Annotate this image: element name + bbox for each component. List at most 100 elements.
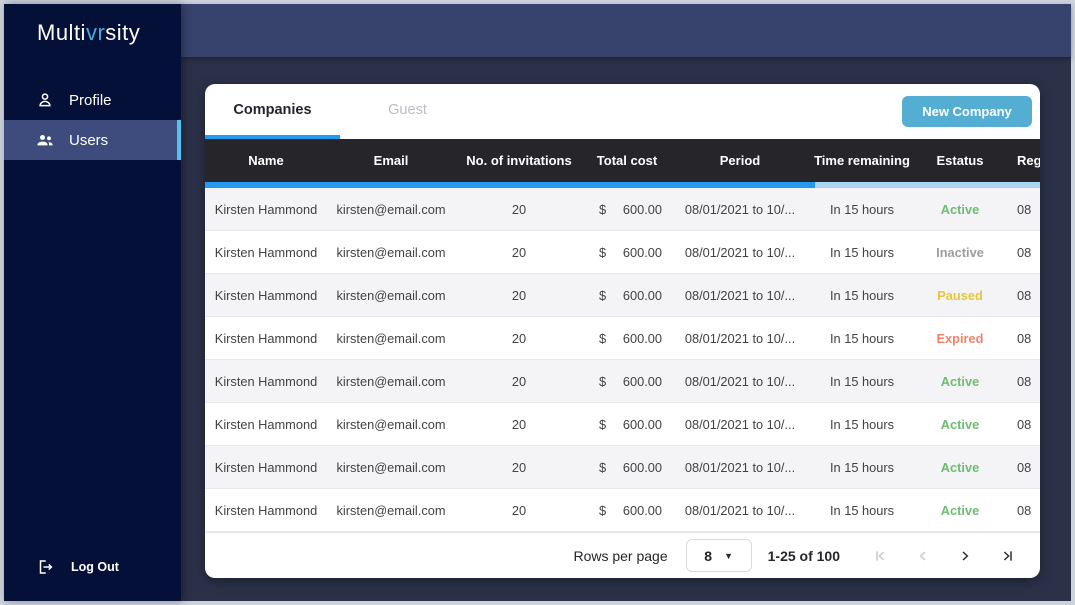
table-row[interactable]: Kirsten Hammond kirsten@email.com 20 $ 6… [205,446,1040,489]
status-badge: Paused [937,287,983,303]
logo-part-1: Multi [37,20,86,45]
first-page-button[interactable] [870,545,892,567]
cell-total-cost: $ 600.00 [583,245,671,260]
cost-value: 600.00 [622,330,662,346]
logo-highlight: vr [85,20,106,45]
cell-invitations: 20 [511,287,527,303]
main-area: Companies Guest New Company Name Email N… [181,4,1071,601]
cell-invitations: 20 [511,416,527,432]
cell-time-remaining: In 15 hours [829,373,895,389]
logout-label: Log Out [71,560,119,574]
sidebar-nav: Profile Users [4,80,181,160]
cell-period: 08/01/2021 to 10/... [684,330,796,346]
cell-registration: 08 [1017,287,1032,303]
cell-registration: 08 [1017,373,1032,389]
cell-period: 08/01/2021 to 10/... [684,287,796,303]
table-row[interactable]: Kirsten Hammond kirsten@email.com 20 $ 6… [205,403,1040,446]
cell-registration: 08 [1017,244,1032,260]
cell-email: kirsten@email.com [336,244,446,260]
cell-registration: 08 [1017,201,1032,217]
tab-companies[interactable]: Companies [205,84,340,139]
table-header-clip: Name Email No. of invitations Total cost… [205,139,1040,182]
sidebar: Multivrsity Profile Users [4,4,181,601]
currency-symbol: $ [599,244,607,260]
sidebar-item-label: Profile [69,91,112,109]
status-badge: Active [940,416,980,432]
currency-symbol: $ [599,459,607,475]
rows-per-page-label: Rows per page [573,547,668,564]
column-header-invitations: No. of invitations [466,153,572,168]
cell-name: Kirsten Hammond [214,244,318,260]
cell-invitations: 20 [511,201,527,217]
previous-page-button[interactable] [912,545,934,567]
cell-period: 08/01/2021 to 10/... [684,459,796,475]
cell-period: 08/01/2021 to 10/... [684,201,796,217]
cell-invitations: 20 [511,244,527,260]
cell-name: Kirsten Hammond [214,330,318,346]
last-page-button[interactable] [996,545,1018,567]
table-row[interactable]: Kirsten Hammond kirsten@email.com 20 $ 6… [205,360,1040,403]
status-badge: Active [940,459,980,475]
cell-name: Kirsten Hammond [214,416,318,432]
table-row[interactable]: Kirsten Hammond kirsten@email.com 20 $ 6… [205,489,1040,532]
app-logo: Multivrsity [4,4,181,46]
status-badge: Inactive [936,244,984,260]
logout-button[interactable]: Log Out [4,557,181,577]
column-header-period: Period [719,153,761,168]
table-row[interactable]: Kirsten Hammond kirsten@email.com 20 $ 6… [205,274,1040,317]
horizontal-scrollbar-thumb[interactable] [205,182,815,188]
column-header-registration: Regis [1017,153,1040,168]
cell-name: Kirsten Hammond [214,373,318,389]
currency-symbol: $ [599,201,607,217]
cell-email: kirsten@email.com [336,502,446,518]
cell-time-remaining: In 15 hours [829,330,895,346]
cost-value: 600.00 [622,459,662,475]
rows-per-page-value: 8 [704,547,713,564]
column-header-name: Name [248,153,284,168]
cell-name: Kirsten Hammond [214,459,318,475]
currency-symbol: $ [599,287,607,303]
new-company-button[interactable]: New Company [902,96,1032,127]
users-card: Companies Guest New Company Name Email N… [205,84,1040,578]
cell-time-remaining: In 15 hours [829,502,895,518]
tab-label: Guest [388,101,427,118]
cell-total-cost: $ 600.00 [583,503,671,518]
cell-total-cost: $ 600.00 [583,331,671,346]
next-page-button[interactable] [954,545,976,567]
cell-total-cost: $ 600.00 [583,417,671,432]
pagination-bar: Rows per page 8 ▼ 1-25 of 100 [205,532,1040,578]
sidebar-item-label: Users [69,131,109,149]
horizontal-scrollbar[interactable] [205,182,1040,188]
column-header-total-cost: Total cost [596,153,658,168]
logo-part-2: sity [105,20,141,45]
cost-value: 600.00 [622,244,662,260]
cell-invitations: 20 [511,330,527,346]
cell-period: 08/01/2021 to 10/... [684,244,796,260]
cell-email: kirsten@email.com [336,416,446,432]
cell-period: 08/01/2021 to 10/... [684,502,796,518]
cell-time-remaining: In 15 hours [829,459,895,475]
cell-period: 08/01/2021 to 10/... [684,416,796,432]
cell-total-cost: $ 600.00 [583,460,671,475]
table-row[interactable]: Kirsten Hammond kirsten@email.com 20 $ 6… [205,231,1040,274]
status-badge: Active [940,502,980,518]
people-icon [35,130,55,150]
cell-email: kirsten@email.com [336,201,446,217]
table-body: Kirsten Hammond kirsten@email.com 20 $ 6… [205,188,1040,532]
status-badge: Active [940,201,980,217]
chevron-down-icon: ▼ [724,550,733,561]
sidebar-item-profile[interactable]: Profile [4,80,181,120]
tab-guest[interactable]: Guest [340,84,475,139]
tabs-row: Companies Guest New Company [205,84,1040,139]
table-row[interactable]: Kirsten Hammond kirsten@email.com 20 $ 6… [205,188,1040,231]
cell-registration: 08 [1017,459,1032,475]
cell-total-cost: $ 600.00 [583,374,671,389]
cell-time-remaining: In 15 hours [829,416,895,432]
cell-email: kirsten@email.com [336,287,446,303]
cost-value: 600.00 [622,287,662,303]
column-header-time-remaining: Time remaining [814,153,910,168]
table-row[interactable]: Kirsten Hammond kirsten@email.com 20 $ 6… [205,317,1040,360]
cell-time-remaining: In 15 hours [829,244,895,260]
sidebar-item-users[interactable]: Users [4,120,181,160]
rows-per-page-select[interactable]: 8 ▼ [685,539,752,572]
